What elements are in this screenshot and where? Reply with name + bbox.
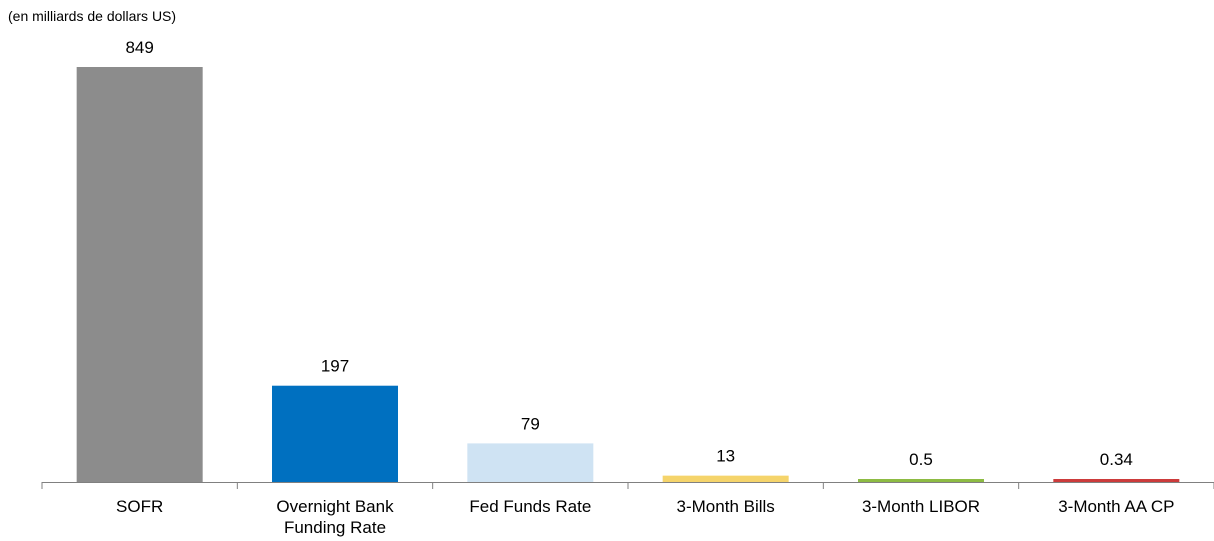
- bar-3-month-libor: [858, 479, 984, 482]
- category-label: 3-Month LIBOR: [862, 497, 980, 516]
- category-label: 3-Month AA CP: [1058, 497, 1174, 516]
- value-labels-group: 849 197 79 13 0.5 0.34: [125, 38, 1132, 469]
- category-labels-group: SOFR Overnight Bank Funding Rate Fed Funds …: [116, 497, 1174, 537]
- bar-value-label: 0.5: [909, 450, 933, 469]
- bar-sofr: [76, 67, 203, 482]
- category-label: SOFR: [116, 497, 163, 516]
- bar-value-label: 13: [716, 447, 735, 466]
- x-axis-ticks: [41, 482, 1214, 489]
- bar-value-label: 849: [125, 38, 153, 57]
- bar-value-label: 0.34: [1100, 450, 1133, 469]
- bar-value-label: 197: [321, 357, 349, 376]
- category-label: 3-Month Bills: [677, 497, 775, 516]
- chart-unit-label: (en milliards de dollars US): [8, 8, 177, 24]
- bar-overnight-bank-funding-rate: [272, 385, 398, 482]
- bar-value-label: 79: [521, 414, 540, 433]
- bar-fed-funds-rate: [467, 443, 594, 482]
- bar-3-month-bills: [662, 475, 789, 482]
- category-label: Overnight Bank Funding Rate: [276, 497, 394, 537]
- bar-3-month-aa-cp: [1053, 479, 1180, 482]
- category-label: Fed Funds Rate: [469, 497, 591, 516]
- bars-group: [76, 67, 1180, 482]
